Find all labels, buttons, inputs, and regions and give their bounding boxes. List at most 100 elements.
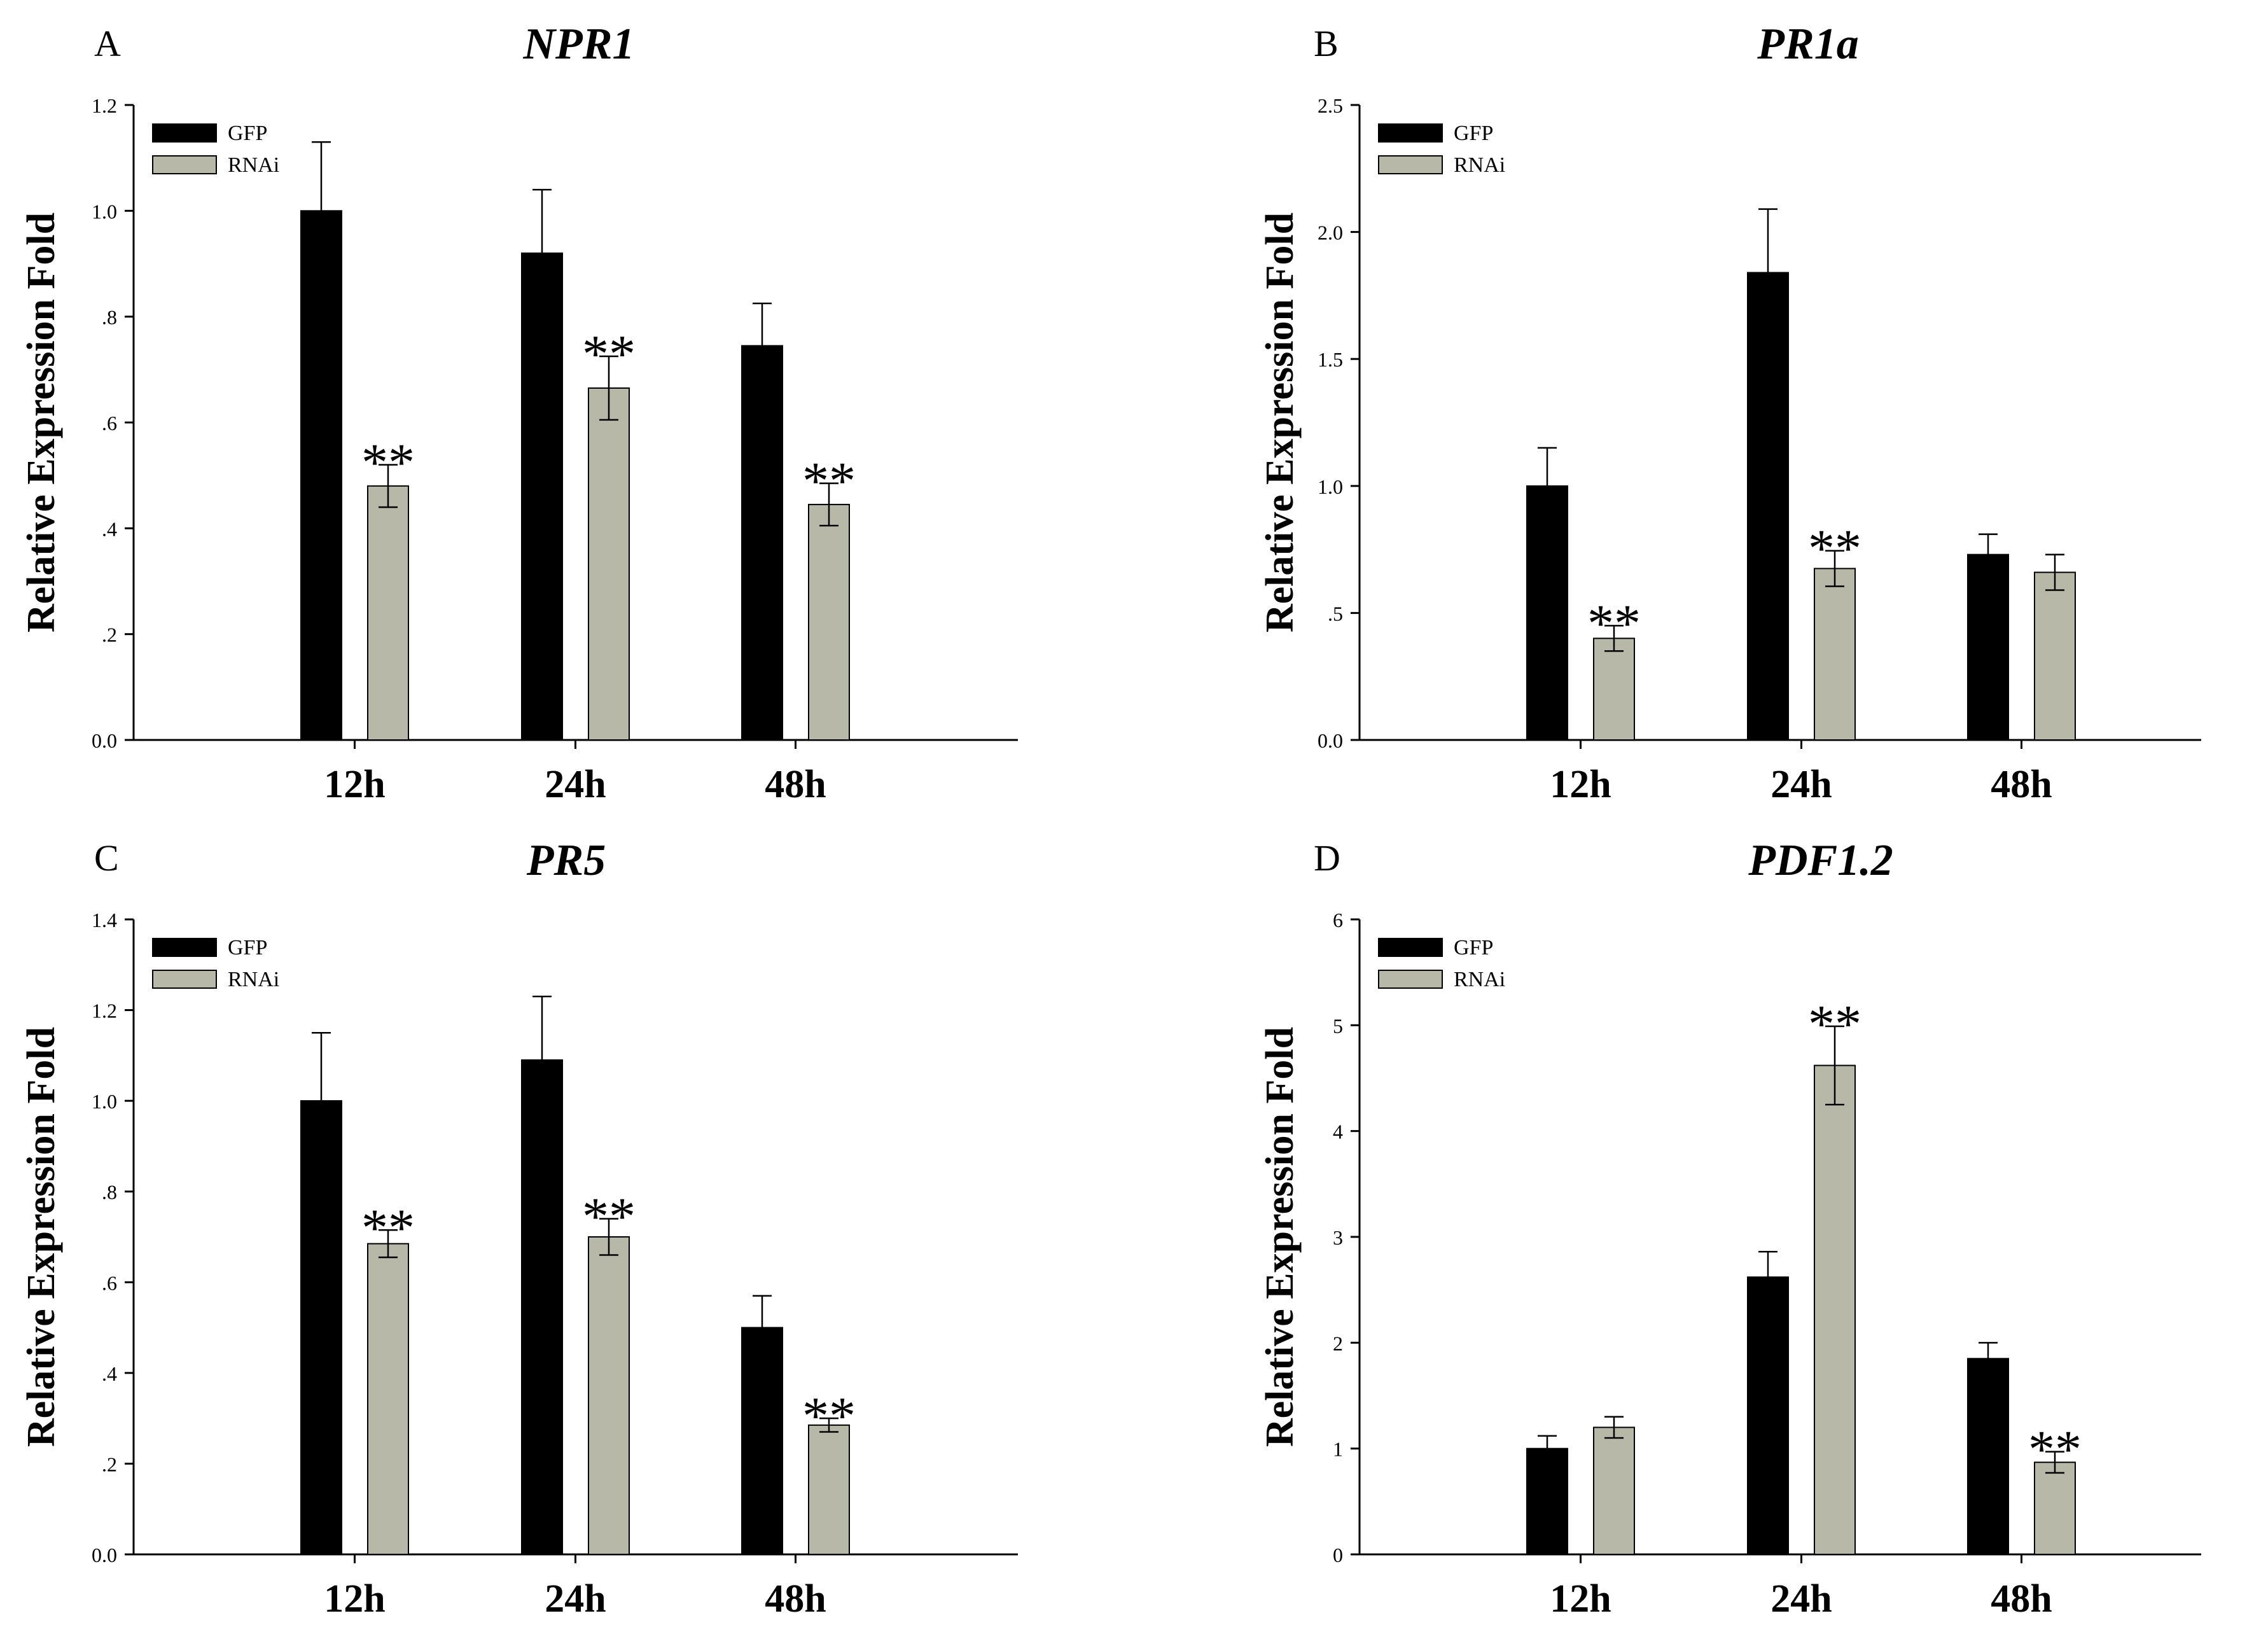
legend-label-rnai: RNAi: [228, 968, 279, 991]
y-tick-label: 1.0: [1318, 475, 1343, 498]
bar-rnai: [367, 1243, 409, 1555]
panel-letter: D: [1314, 837, 1340, 879]
error-bar: [312, 141, 331, 211]
bar-rnai: [588, 387, 630, 741]
error-bar: [532, 188, 552, 253]
bar-rnai: [1814, 568, 1856, 741]
y-tick-label: .8: [102, 306, 117, 329]
bar-gfp: [1747, 272, 1789, 741]
y-tick-label: .2: [102, 1453, 117, 1475]
legend-label-rnai: RNAi: [1454, 153, 1505, 177]
legend-label-rnai: RNAi: [1454, 968, 1505, 991]
error-bar: [532, 995, 552, 1060]
significance-marker: **: [582, 324, 636, 384]
error-bar: [1604, 1416, 1624, 1439]
y-tick-label: 0.0: [92, 1544, 117, 1566]
y-tick-label: 2.0: [1318, 221, 1343, 244]
legend-swatch-rnai: [1378, 155, 1443, 174]
bar-gfp: [300, 1100, 342, 1555]
legend-label-gfp: GFP: [1454, 936, 1493, 959]
chart-panel-a: A NPR1 Relative Expression Fold 0.0 .2 .4 .6 .8…: [20, 20, 1018, 806]
bar-rnai: [367, 485, 409, 741]
y-tick-label: 5: [1333, 1014, 1343, 1037]
x-tick-label: 24h: [545, 1577, 606, 1621]
error-bar: [2045, 1451, 2064, 1474]
error-bar: [753, 1295, 772, 1328]
y-tick-label: 1: [1333, 1438, 1343, 1461]
x-tick-label: 48h: [1991, 763, 2052, 806]
y-tick-label: 1.5: [1318, 348, 1343, 371]
error-bar: [1604, 625, 1624, 652]
error-bar: [1758, 1251, 1778, 1278]
y-tick-label: 2.5: [1318, 94, 1343, 117]
error-bar: [1538, 447, 1557, 486]
legend-swatch-gfp: [152, 123, 217, 143]
error-bar: [312, 1031, 331, 1101]
bar-rnai: [808, 1424, 850, 1555]
y-axis-label: Relative Expression Fold: [1258, 213, 1302, 632]
chart-title: NPR1: [523, 20, 635, 69]
x-tick-label: 12h: [324, 1577, 385, 1621]
y-tick-label: .4: [102, 1362, 117, 1385]
panel-letter: A: [94, 23, 121, 64]
bar-gfp: [521, 1059, 563, 1555]
legend-swatch-rnai: [152, 970, 217, 989]
y-tick-label: 1.0: [92, 200, 117, 223]
x-tick-label: 12h: [324, 763, 385, 806]
error-bar: [753, 302, 772, 346]
y-tick-label: .2: [102, 624, 117, 646]
bar-gfp: [741, 1327, 783, 1556]
significance-marker: **: [802, 452, 856, 511]
x-tick-label: 24h: [1771, 1577, 1832, 1621]
bar-rnai: [2034, 571, 2076, 741]
error-bar: [1538, 1435, 1557, 1449]
significance-marker: **: [361, 433, 415, 492]
bar-rnai: [1814, 1064, 1856, 1556]
y-tick-label: 6: [1333, 909, 1343, 931]
significance-marker: **: [582, 1187, 636, 1246]
significance-marker: **: [1808, 994, 1861, 1054]
error-bar: [819, 482, 838, 527]
error-bar: [379, 1229, 398, 1259]
x-tick-label: 48h: [765, 1577, 826, 1621]
legend-label-gfp: GFP: [228, 936, 267, 959]
y-tick-label: .8: [102, 1181, 117, 1204]
y-tick-label: 1.2: [92, 1000, 117, 1022]
legend-label-gfp: GFP: [228, 122, 267, 145]
bar-gfp: [521, 252, 563, 741]
error-bar: [2045, 554, 2064, 591]
error-bar: [1825, 550, 1844, 587]
y-tick-label: .5: [1328, 602, 1343, 625]
x-tick-label: 24h: [1771, 763, 1832, 806]
y-tick-label: 1.2: [92, 94, 117, 117]
bar-rnai: [1593, 638, 1635, 741]
legend-swatch-gfp: [152, 938, 217, 957]
chart-title: PR1a: [1757, 20, 1858, 69]
legend-swatch-gfp: [1378, 938, 1443, 957]
chart-panel-d: D PDF1.2 Relative Expression Fold 0 1 2 3 4 5 6 GF…: [1258, 836, 2201, 1621]
bar-gfp: [1967, 1358, 2009, 1556]
y-tick-label: .6: [102, 1271, 117, 1294]
x-tick-label: 48h: [1991, 1577, 2052, 1621]
error-bar: [1825, 1025, 1844, 1106]
error-bar: [599, 1218, 618, 1256]
y-tick-label: 3: [1333, 1226, 1343, 1249]
legend-swatch-rnai: [152, 155, 217, 174]
chart-panel-b: B PR1a Relative Expression Fold 0.0 .5 1.0 1.5…: [1258, 20, 2201, 806]
y-tick-label: .4: [102, 517, 117, 540]
chart-title: PDF1.2: [1748, 836, 1893, 885]
bar-gfp: [1526, 1447, 1568, 1556]
y-tick-label: 1.0: [92, 1090, 117, 1113]
chart-panel-c: C PR5 Relative Expression Fold 0.0 .2 .4 .6 .8 1…: [20, 836, 1018, 1621]
error-bar: [1758, 208, 1778, 273]
bar-rnai: [588, 1236, 630, 1555]
legend-label-rnai: RNAi: [228, 153, 279, 177]
y-tick-label: 0: [1333, 1544, 1343, 1566]
significance-marker: **: [1808, 519, 1861, 578]
legend-swatch-gfp: [1378, 123, 1443, 143]
legend-label-gfp: GFP: [1454, 122, 1493, 145]
error-bar: [379, 464, 398, 508]
panel-letter: B: [1314, 23, 1339, 64]
y-tick-label: 0.0: [92, 729, 117, 752]
